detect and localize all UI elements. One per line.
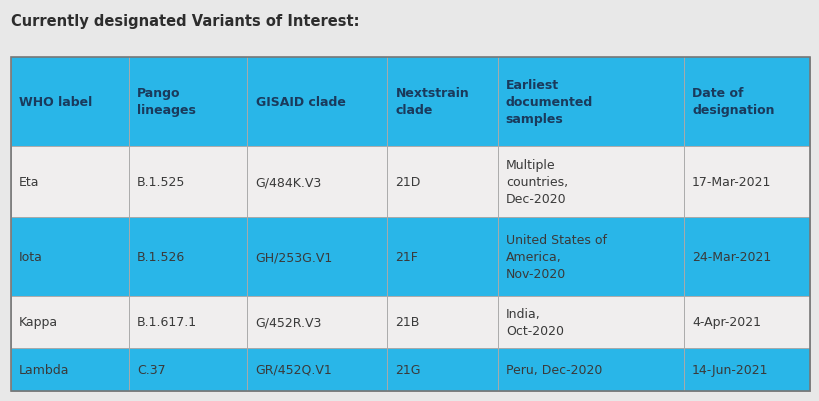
Text: Currently designated Variants of Interest:: Currently designated Variants of Interes… bbox=[11, 14, 359, 29]
Text: Iota: Iota bbox=[19, 251, 43, 263]
Text: Lambda: Lambda bbox=[19, 363, 70, 376]
Text: United States of
America,
Nov-2020: United States of America, Nov-2020 bbox=[505, 233, 606, 280]
Text: B.1.617.1: B.1.617.1 bbox=[137, 316, 197, 328]
Text: GISAID clade: GISAID clade bbox=[256, 96, 345, 109]
Text: 21D: 21D bbox=[395, 176, 420, 188]
Text: WHO label: WHO label bbox=[19, 96, 92, 109]
Text: Nextstrain
clade: Nextstrain clade bbox=[395, 87, 468, 117]
Text: 24-Mar-2021: 24-Mar-2021 bbox=[691, 251, 771, 263]
Text: Multiple
countries,
Dec-2020: Multiple countries, Dec-2020 bbox=[505, 159, 568, 206]
Text: 17-Mar-2021: 17-Mar-2021 bbox=[691, 176, 771, 188]
Text: G/484K.V3: G/484K.V3 bbox=[256, 176, 321, 188]
Text: 21B: 21B bbox=[395, 316, 419, 328]
Text: B.1.525: B.1.525 bbox=[137, 176, 185, 188]
Text: C.37: C.37 bbox=[137, 363, 165, 376]
Text: Peru, Dec-2020: Peru, Dec-2020 bbox=[505, 363, 601, 376]
Text: Pango
lineages: Pango lineages bbox=[137, 87, 196, 117]
Text: 21F: 21F bbox=[395, 251, 418, 263]
Text: GH/253G.V1: GH/253G.V1 bbox=[256, 251, 333, 263]
Text: Eta: Eta bbox=[19, 176, 39, 188]
Text: B.1.526: B.1.526 bbox=[137, 251, 185, 263]
Text: 4-Apr-2021: 4-Apr-2021 bbox=[691, 316, 760, 328]
Text: Date of
designation: Date of designation bbox=[691, 87, 774, 117]
Text: Kappa: Kappa bbox=[19, 316, 58, 328]
Text: India,
Oct-2020: India, Oct-2020 bbox=[505, 307, 563, 337]
Text: 21G: 21G bbox=[395, 363, 420, 376]
Text: GR/452Q.V1: GR/452Q.V1 bbox=[256, 363, 332, 376]
Text: 14-Jun-2021: 14-Jun-2021 bbox=[691, 363, 767, 376]
Text: G/452R.V3: G/452R.V3 bbox=[256, 316, 322, 328]
Text: Earliest
documented
samples: Earliest documented samples bbox=[505, 79, 592, 126]
